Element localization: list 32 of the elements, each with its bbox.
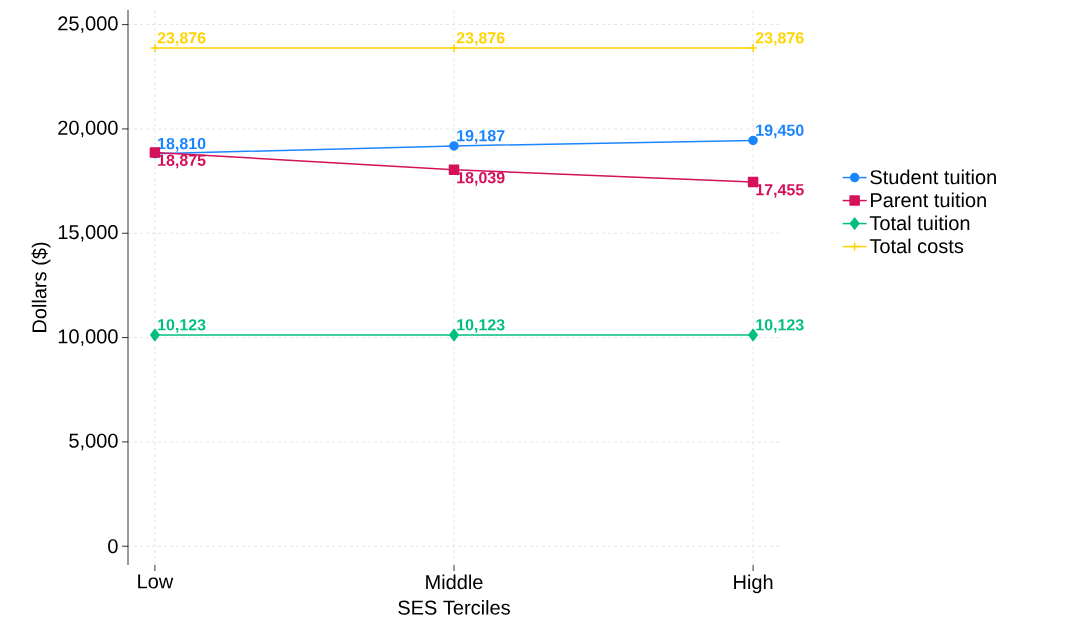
- point: [150, 328, 160, 342]
- data-label: 19,450: [756, 124, 804, 139]
- point: [748, 135, 758, 146]
- x-tick-label: Middle: [426, 574, 483, 590]
- y-tick-label: 25,000: [58, 16, 118, 33]
- y-tick-label: 0: [108, 539, 118, 554]
- y-tick-label: 20,000: [58, 120, 118, 138]
- data-label: 18,039: [457, 172, 505, 186]
- legend-label: Parent tuition: [871, 192, 986, 208]
- data-label: 23,876: [456, 32, 505, 46]
- y-axis-title: Dollars ($): [31, 242, 51, 332]
- point: [449, 328, 459, 342]
- data-label: 10,123: [158, 319, 206, 333]
- legend-label: Student tuition: [870, 169, 996, 185]
- legend-label: Total tuition: [869, 215, 970, 231]
- data-label: 18,875: [158, 154, 206, 169]
- y-tick-label: 10,000: [58, 329, 118, 346]
- data-label: 18,810: [158, 137, 206, 152]
- x-tick-label: Low: [138, 574, 174, 589]
- data-label: 23,876: [157, 32, 206, 46]
- data-label: 17,455: [756, 184, 804, 198]
- legend-label: Total costs: [869, 238, 964, 254]
- data-label: 23,876: [755, 32, 804, 46]
- point: [449, 141, 459, 151]
- x-axis-title: SES Terciles: [398, 600, 510, 615]
- data-label: 10,123: [457, 319, 505, 333]
- point: [748, 328, 758, 342]
- data-label: 10,123: [756, 319, 804, 333]
- y-tick-label: 5,000: [69, 433, 118, 451]
- y-tick-label: 15,000: [58, 224, 118, 242]
- data-label: 19,187: [457, 130, 505, 144]
- x-tick-label: High: [734, 574, 773, 594]
